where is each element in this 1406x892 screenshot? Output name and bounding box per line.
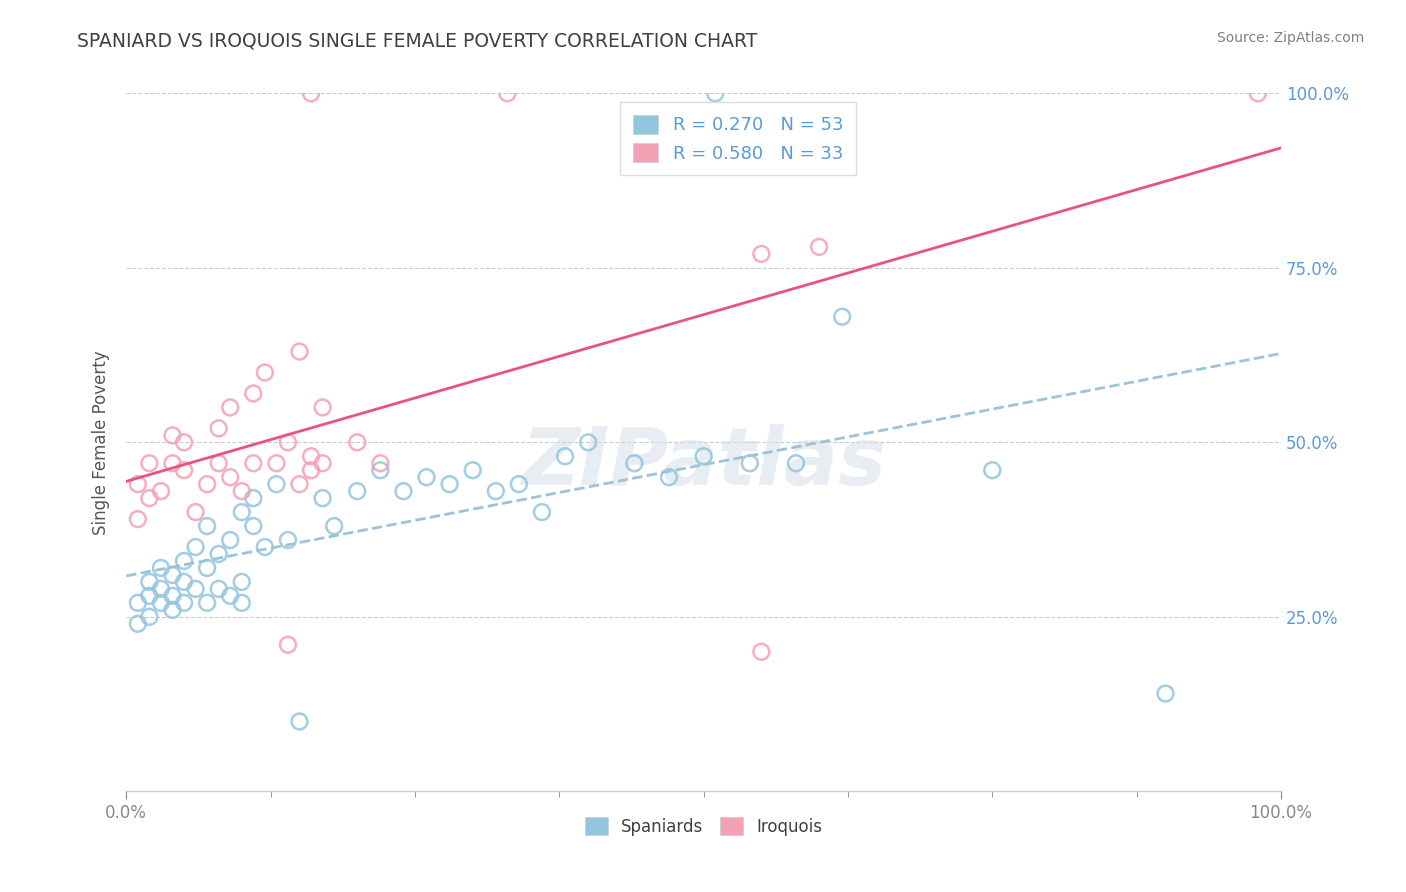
Point: [127, 477, 149, 491]
Point: [288, 714, 311, 729]
Point: [415, 470, 437, 484]
Point: [242, 386, 264, 401]
Point: [149, 561, 172, 575]
Point: [704, 87, 727, 101]
Point: [1154, 687, 1177, 701]
Point: [311, 456, 333, 470]
Point: [785, 456, 807, 470]
Text: SPANIARD VS IROQUOIS SINGLE FEMALE POVERTY CORRELATION CHART: SPANIARD VS IROQUOIS SINGLE FEMALE POVER…: [77, 31, 758, 50]
Point: [751, 247, 773, 261]
Point: [195, 519, 218, 533]
Point: [299, 463, 322, 477]
Point: [576, 435, 599, 450]
Point: [219, 533, 242, 547]
Point: [439, 477, 461, 491]
Point: [530, 505, 553, 519]
Point: [346, 484, 368, 499]
Point: [658, 470, 681, 484]
Point: [127, 512, 149, 526]
Point: [981, 463, 1004, 477]
Point: [623, 456, 645, 470]
Point: [253, 366, 276, 380]
Point: [288, 344, 311, 359]
Point: [162, 456, 184, 470]
Point: [266, 456, 288, 470]
Point: [162, 603, 184, 617]
Point: [208, 547, 231, 561]
Point: [242, 519, 264, 533]
Point: [138, 456, 160, 470]
Point: [242, 456, 264, 470]
Point: [231, 484, 253, 499]
Point: [195, 561, 218, 575]
Point: [277, 435, 299, 450]
Point: [392, 484, 415, 499]
Point: [138, 491, 160, 505]
Text: ZIPatlas: ZIPatlas: [522, 425, 886, 502]
Point: [138, 574, 160, 589]
Point: [277, 533, 299, 547]
Point: [370, 456, 392, 470]
Point: [738, 456, 761, 470]
Point: [370, 463, 392, 477]
Point: [508, 477, 530, 491]
Point: [299, 87, 322, 101]
Legend: Spaniards, Iroquois: Spaniards, Iroquois: [578, 811, 830, 842]
Point: [1247, 87, 1270, 101]
Point: [162, 589, 184, 603]
Point: [184, 505, 207, 519]
Point: [461, 463, 484, 477]
Point: [173, 554, 195, 568]
Point: [253, 540, 276, 554]
Point: [162, 568, 184, 582]
Point: [311, 491, 333, 505]
Point: [127, 596, 149, 610]
Point: [173, 435, 195, 450]
Point: [173, 596, 195, 610]
Point: [346, 435, 368, 450]
Point: [554, 450, 576, 464]
Point: [485, 484, 508, 499]
Point: [173, 463, 195, 477]
Point: [195, 477, 218, 491]
Point: [219, 401, 242, 415]
Point: [127, 616, 149, 631]
Point: [692, 450, 714, 464]
Point: [288, 477, 311, 491]
Point: [231, 505, 253, 519]
Point: [231, 596, 253, 610]
Text: Source: ZipAtlas.com: Source: ZipAtlas.com: [1216, 31, 1364, 45]
Point: [277, 638, 299, 652]
Point: [149, 596, 172, 610]
Point: [138, 609, 160, 624]
Point: [323, 519, 346, 533]
Point: [195, 596, 218, 610]
Point: [184, 582, 207, 596]
Point: [149, 582, 172, 596]
Point: [219, 589, 242, 603]
Point: [831, 310, 853, 324]
Point: [808, 240, 831, 254]
Point: [266, 477, 288, 491]
Point: [231, 574, 253, 589]
Y-axis label: Single Female Poverty: Single Female Poverty: [93, 350, 110, 534]
Point: [138, 589, 160, 603]
Point: [208, 582, 231, 596]
Point: [242, 491, 264, 505]
Point: [496, 87, 519, 101]
Point: [184, 540, 207, 554]
Point: [751, 645, 773, 659]
Point: [208, 421, 231, 435]
Point: [208, 456, 231, 470]
Point: [162, 428, 184, 442]
Point: [173, 574, 195, 589]
Point: [219, 470, 242, 484]
Point: [149, 484, 172, 499]
Point: [311, 401, 333, 415]
Point: [299, 450, 322, 464]
